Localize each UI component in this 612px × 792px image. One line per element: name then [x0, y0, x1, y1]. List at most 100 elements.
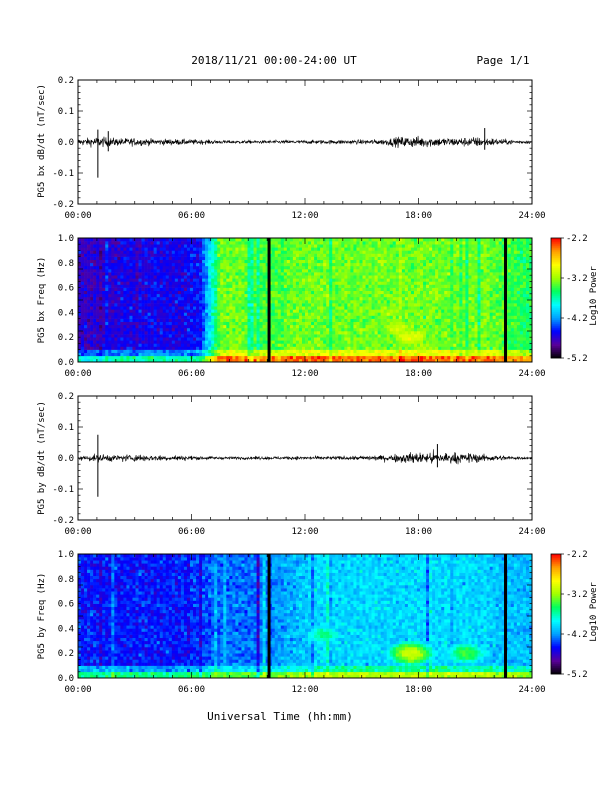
heatmap-cell	[308, 334, 311, 337]
heatmap-cell	[341, 309, 344, 312]
heatmap-cell	[214, 356, 217, 359]
heatmap-cell	[363, 340, 366, 343]
heatmap-cell	[314, 306, 317, 309]
heatmap-cell	[247, 347, 250, 350]
heatmap-cell	[290, 347, 293, 350]
heatmap-cell	[444, 319, 447, 322]
heatmap-cell	[408, 353, 411, 356]
heatmap-cell	[257, 250, 260, 253]
heatmap-cell	[232, 241, 235, 244]
heatmap-cell	[123, 322, 126, 325]
heatmap-cell	[175, 275, 178, 278]
heatmap-cell	[120, 260, 123, 263]
heatmap-cell	[314, 254, 317, 257]
heatmap-cell	[435, 266, 438, 269]
heatmap-cell	[390, 244, 393, 247]
heatmap-cell	[172, 275, 175, 278]
heatmap-cell	[226, 356, 229, 359]
heatmap-cell	[136, 244, 139, 247]
heatmap-cell	[356, 244, 359, 247]
xtick-label: 18:00	[405, 211, 432, 221]
panel-bx-dbdt-plot: 00:00 06:00 12:00 18:00 24:000.20.10.0-0.1-0…	[52, 76, 545, 221]
heatmap-cell	[238, 260, 241, 263]
heatmap-cell	[190, 350, 193, 353]
heatmap-cell	[387, 306, 390, 309]
heatmap-cell	[208, 353, 211, 356]
heatmap-cell	[257, 319, 260, 322]
heatmap-cell	[375, 347, 378, 350]
heatmap-cell	[317, 316, 320, 319]
heatmap-cell	[160, 319, 163, 322]
heatmap-cell	[420, 331, 423, 334]
heatmap-cell	[432, 322, 435, 325]
heatmap-cell	[205, 285, 208, 288]
heatmap-cell	[238, 343, 241, 346]
heatmap-cell	[356, 356, 359, 359]
heatmap-cell	[129, 294, 132, 297]
heatmap-cell	[296, 303, 299, 306]
heatmap-cell	[305, 353, 308, 356]
heatmap-cell	[308, 241, 311, 244]
heatmap-cell	[326, 281, 329, 284]
heatmap-cell	[396, 244, 399, 247]
heatmap-cell	[399, 291, 402, 294]
heatmap-cell	[396, 254, 399, 257]
heatmap-cell	[320, 325, 323, 328]
heatmap-cell	[423, 300, 426, 303]
heatmap-cell	[169, 244, 172, 247]
heatmap-cell	[350, 331, 353, 334]
heatmap-cell	[142, 260, 145, 263]
heatmap-cell	[353, 288, 356, 291]
heatmap-cell	[235, 334, 238, 337]
heatmap-cell	[399, 343, 402, 346]
heatmap-cell	[136, 322, 139, 325]
heatmap-cell	[99, 343, 102, 346]
heatmap-cell	[417, 325, 420, 328]
heatmap-cell	[241, 263, 244, 266]
heatmap-cell	[142, 244, 145, 247]
heatmap-cell	[299, 247, 302, 250]
heatmap-cell	[281, 309, 284, 312]
heatmap-cell	[284, 269, 287, 272]
heatmap-cell	[405, 263, 408, 266]
heatmap-cell	[102, 340, 105, 343]
heatmap-cell	[260, 300, 263, 303]
heatmap-cell	[372, 254, 375, 257]
heatmap-cell	[350, 291, 353, 294]
heatmap-cell	[111, 337, 114, 340]
heatmap-cell	[142, 275, 145, 278]
heatmap-cell	[151, 334, 154, 337]
heatmap-cell	[226, 328, 229, 331]
heatmap-cell	[199, 328, 202, 331]
heatmap-cell	[166, 353, 169, 356]
heatmap-cell	[196, 340, 199, 343]
heatmap-cell	[338, 266, 341, 269]
heatmap-cell	[120, 294, 123, 297]
heatmap-cell	[396, 353, 399, 356]
heatmap-cell	[87, 316, 90, 319]
heatmap-cell	[254, 316, 257, 319]
heatmap-cell	[353, 328, 356, 331]
heatmap-cell	[257, 288, 260, 291]
heatmap-cell	[99, 275, 102, 278]
heatmap-cell	[359, 340, 362, 343]
heatmap-cell	[356, 350, 359, 353]
heatmap-cell	[359, 250, 362, 253]
heatmap-cell	[257, 343, 260, 346]
heatmap-cell	[154, 325, 157, 328]
heatmap-cell	[117, 250, 120, 253]
heatmap-cell	[311, 297, 314, 300]
heatmap-cell	[384, 288, 387, 291]
heatmap-cell	[363, 297, 366, 300]
heatmap-cell	[166, 322, 169, 325]
heatmap-cell	[84, 254, 87, 257]
heatmap-cell	[223, 272, 226, 275]
heatmap-cell	[335, 312, 338, 315]
heatmap-cell	[435, 297, 438, 300]
heatmap-cell	[214, 241, 217, 244]
heatmap-cell	[332, 244, 335, 247]
heatmap-cell	[187, 331, 190, 334]
heatmap-cell	[444, 291, 447, 294]
heatmap-cell	[263, 254, 266, 257]
heatmap-cell	[426, 343, 429, 346]
